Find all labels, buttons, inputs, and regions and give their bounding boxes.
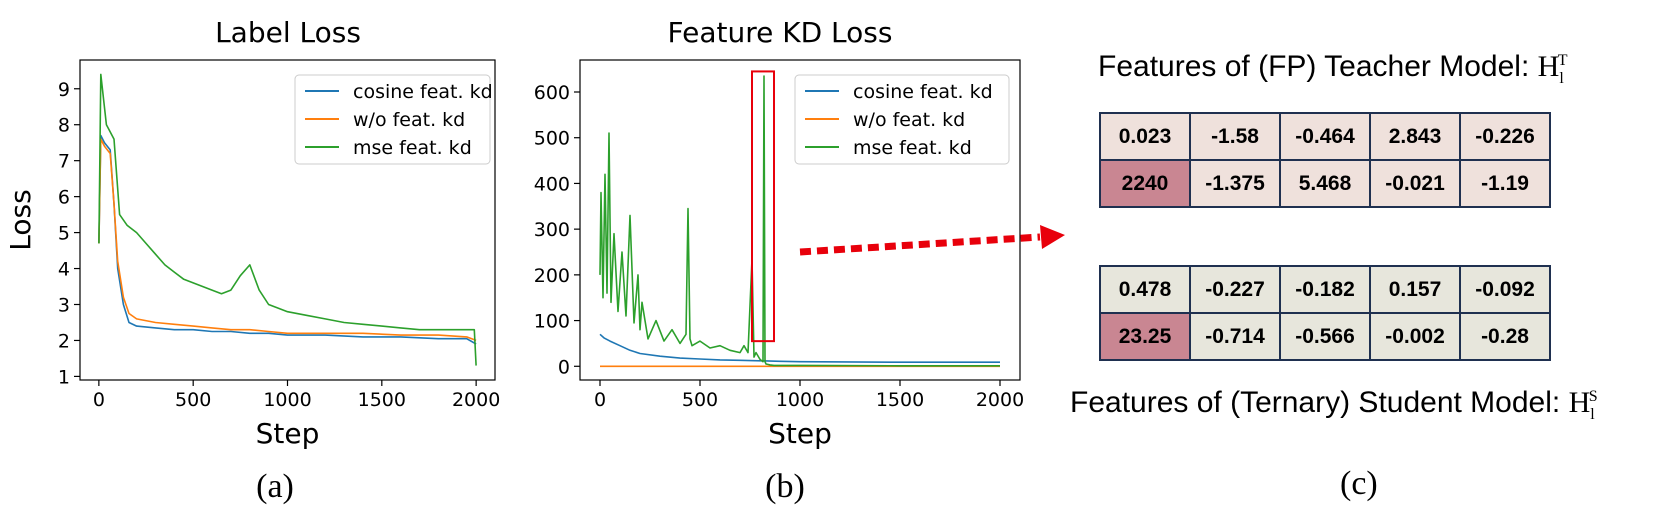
y-axis-label: Loss	[4, 189, 37, 250]
table-row: 2240 -1.375 5.468 -0.021 -1.19	[1099, 159, 1551, 208]
x-tick-label: 1500	[876, 389, 924, 411]
y-tick-label: 3	[58, 294, 70, 316]
legend-label-w-o-feat-kd: w/o feat. kd	[853, 109, 965, 131]
table-cell: 0.023	[1099, 112, 1191, 161]
series-line-cosine-feat-kd	[599, 333, 1000, 364]
legend: cosine feat. kd w/o feat. kd mse feat. kd	[294, 74, 493, 165]
chart-label-loss: 0 500 1000 1500 2000 1 2 3 4 5 6 7 8 9 Label Loss Step L…	[4, 16, 500, 505]
table-cell: -0.227	[1189, 265, 1281, 314]
panel-label-c: (c)	[1340, 465, 1378, 502]
y-tick-label: 300	[534, 219, 570, 241]
table-row: 0.478 -0.227 -0.182 0.157 -0.092	[1099, 265, 1551, 314]
y-tick-label: 200	[534, 265, 570, 287]
series-line-mse-feat-kd	[98, 73, 477, 366]
arrow-shaft	[799, 233, 1041, 256]
table-cell: -0.002	[1369, 312, 1461, 361]
table-cell: -0.464	[1279, 112, 1371, 161]
outlier-cell: 2240	[1099, 159, 1191, 208]
series-line-w-o-feat-kd	[98, 138, 477, 342]
legend-label-mse-feat-kd: mse feat. kd	[853, 137, 972, 159]
y-tick-label: 9	[58, 79, 70, 101]
table-cell: 5.468	[1279, 159, 1371, 208]
chart-feature-kd-loss: 0 500 1000 1500 2000 0 100 200 300 400 500 600 Featu…	[534, 16, 1024, 505]
legend-box	[794, 74, 1010, 165]
table-cell: 2.843	[1369, 112, 1461, 161]
outlier-cell: 23.25	[1099, 312, 1191, 361]
y-tick-label: 6	[58, 187, 70, 209]
y-tick-label: 4	[58, 259, 70, 281]
y-tick-label: 5	[58, 223, 70, 245]
table-cell: -0.28	[1459, 312, 1551, 361]
table-cell: -0.182	[1279, 265, 1371, 314]
y-tick-label: 100	[534, 311, 570, 333]
table-row: 0.023 -1.58 -0.464 2.843 -0.226	[1099, 112, 1551, 161]
teacher-caption: Features of (FP) Teacher Model: HlT	[1098, 50, 1568, 87]
x-axis-label: Step	[768, 417, 832, 450]
x-tick-label: 0	[594, 389, 606, 411]
table-cell: -1.375	[1189, 159, 1281, 208]
y-tick-label: 500	[534, 128, 570, 150]
series-line-mse-feat-kd	[599, 75, 1000, 367]
table-cell: 0.157	[1369, 265, 1461, 314]
panel-label: (a)	[256, 468, 294, 505]
y-tick-label: 0	[558, 356, 570, 378]
student-caption: Features of (Ternary) Student Model: HlS	[1070, 386, 1598, 423]
y-tick-label: 600	[534, 82, 570, 104]
legend-label-w-o-feat-kd: w/o feat. kd	[353, 109, 465, 131]
table-cell: -1.19	[1459, 159, 1551, 208]
table-cell: -0.566	[1279, 312, 1371, 361]
x-tick-label: 500	[175, 389, 211, 411]
series-line-cosine-feat-kd	[98, 134, 477, 345]
chart-title: Feature KD Loss	[668, 16, 893, 49]
table-row: 23.25 -0.714 -0.566 -0.002 -0.28	[1099, 312, 1551, 361]
legend-label-mse-feat-kd: mse feat. kd	[353, 137, 472, 159]
dotted-red-arrow	[799, 225, 1065, 256]
arrow-head	[1040, 225, 1065, 249]
student-symbol: HlS	[1568, 386, 1598, 423]
panel-label: (b)	[765, 468, 805, 505]
series-group	[599, 75, 1000, 368]
legend-label-cosine-feat-kd: cosine feat. kd	[353, 81, 493, 103]
table-cell: -0.092	[1459, 265, 1551, 314]
y-tick-label: 1	[58, 366, 70, 388]
y-tick-label: 8	[58, 115, 70, 137]
highlight-box	[751, 70, 775, 343]
legend-label-cosine-feat-kd: cosine feat. kd	[853, 81, 993, 103]
student-feature-table: 0.478 -0.227 -0.182 0.157 -0.092 23.25 -…	[1099, 265, 1551, 361]
x-tick-label: 2000	[976, 389, 1024, 411]
chart-title: Label Loss	[215, 16, 361, 49]
x-tick-label: 0	[93, 389, 105, 411]
y-tick-label: 2	[58, 330, 70, 352]
legend: cosine feat. kd w/o feat. kd mse feat. kd	[794, 74, 1010, 165]
x-tick-label: 1000	[776, 389, 824, 411]
x-axis-label: Step	[256, 417, 320, 450]
teacher-symbol: HlT	[1537, 50, 1568, 87]
x-tick-label: 2000	[452, 389, 500, 411]
table-cell: 0.478	[1099, 265, 1191, 314]
table-cell: -0.226	[1459, 112, 1551, 161]
table-cell: -1.58	[1189, 112, 1281, 161]
series-group	[98, 73, 477, 366]
table-cell: -0.714	[1189, 312, 1281, 361]
x-tick-label: 500	[682, 389, 718, 411]
table-cell: -0.021	[1369, 159, 1461, 208]
x-tick-label: 1500	[358, 389, 406, 411]
y-tick-label: 400	[534, 173, 570, 195]
y-tick-label: 7	[58, 151, 70, 173]
teacher-feature-table: 0.023 -1.58 -0.464 2.843 -0.226 2240 -1.…	[1099, 112, 1551, 208]
x-tick-label: 1000	[263, 389, 311, 411]
legend-box	[294, 74, 491, 165]
